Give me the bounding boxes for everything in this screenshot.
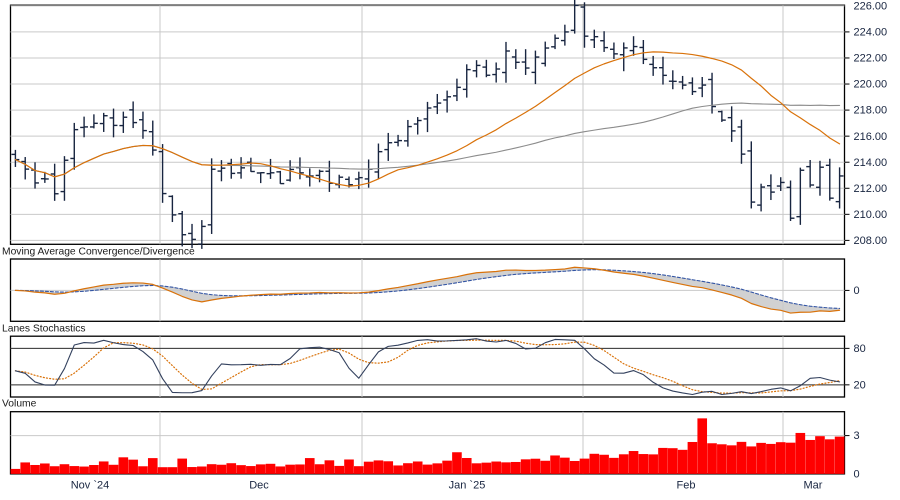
svg-text:218.00: 218.00 <box>854 105 888 117</box>
svg-text:220.00: 220.00 <box>854 79 888 91</box>
svg-text:0: 0 <box>854 469 860 481</box>
svg-text:Jan `25: Jan `25 <box>449 480 486 492</box>
svg-text:0: 0 <box>854 285 860 297</box>
svg-text:210.00: 210.00 <box>854 209 888 221</box>
svg-text:Moving Average Convergence/Div: Moving Average Convergence/Divergence <box>2 246 195 257</box>
svg-text:Volume: Volume <box>2 399 37 410</box>
svg-text:222.00: 222.00 <box>854 53 888 65</box>
svg-text:Mar: Mar <box>804 480 823 492</box>
svg-text:Nov `24: Nov `24 <box>71 480 110 492</box>
svg-text:226.00: 226.00 <box>854 0 888 12</box>
svg-text:20: 20 <box>854 379 866 391</box>
svg-text:Lanes Stochastics: Lanes Stochastics <box>2 323 86 334</box>
svg-text:Dec: Dec <box>249 480 269 492</box>
svg-text:212.00: 212.00 <box>854 183 888 195</box>
svg-text:216.00: 216.00 <box>854 131 888 143</box>
svg-text:224.00: 224.00 <box>854 27 888 39</box>
svg-text:214.00: 214.00 <box>854 157 888 169</box>
svg-text:Feb: Feb <box>677 480 696 492</box>
svg-text:3: 3 <box>854 430 860 442</box>
svg-text:208.00: 208.00 <box>854 235 888 247</box>
svg-text:80: 80 <box>854 343 866 355</box>
